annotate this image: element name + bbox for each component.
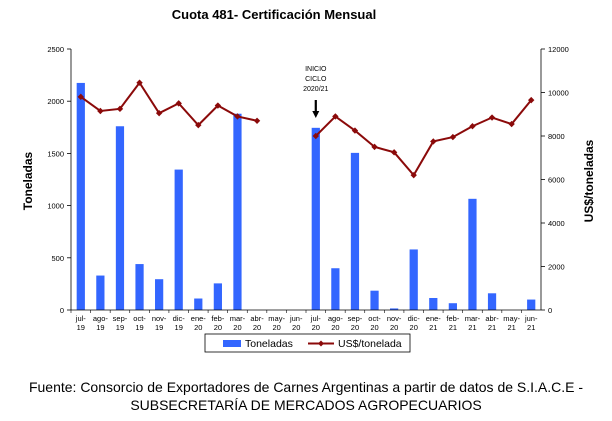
- price-point: [116, 105, 124, 113]
- source-line-2: SUBSECRETARÍA DE MERCADOS AGROPECUARIOS: [130, 397, 482, 413]
- bar: [409, 249, 418, 310]
- bar: [390, 308, 399, 310]
- y-left-tick-label: 2000: [47, 97, 64, 106]
- y-left-tick-label: 500: [51, 254, 64, 263]
- legend-swatch-marker: [318, 340, 324, 347]
- price-point: [77, 93, 84, 101]
- bar: [194, 298, 203, 310]
- x-tick-label: may-20: [268, 314, 285, 332]
- bar: [115, 126, 125, 310]
- x-tick-label: ago-19: [93, 314, 109, 332]
- y-left-tick-label: 1000: [47, 202, 64, 211]
- legend: Toneladas US$/tonelada: [204, 333, 411, 353]
- legend-swatch-toneladas: [223, 340, 241, 347]
- x-tick-label: jul-20: [310, 314, 322, 332]
- y-right-tick-label: 10000: [548, 89, 569, 98]
- x-tick-label: feb-21: [446, 314, 459, 332]
- y-left-tick-label: 2500: [47, 45, 64, 54]
- y-right-tick-label: 12000: [548, 45, 569, 54]
- x-tick-label: sep-20: [348, 314, 363, 332]
- bar: [487, 293, 497, 310]
- price-point: [488, 114, 496, 121]
- cycle-start-annotation: INICIO CICLO 2020/21: [303, 66, 328, 93]
- x-tick-label: nov-20: [387, 314, 402, 332]
- bar: [448, 303, 457, 310]
- bar: [331, 268, 340, 310]
- x-tick-label: oct-19: [133, 314, 146, 332]
- bar: [527, 299, 536, 310]
- x-tick-label: dic-20: [408, 314, 421, 332]
- y-left-tick-label: 0: [60, 306, 64, 315]
- price-point: [351, 127, 359, 134]
- x-tick-label: nov-19: [152, 314, 167, 332]
- price-point: [469, 123, 476, 130]
- bar: [311, 127, 320, 311]
- chart: Cuota 481- Certificación Mensual 0 500 100…: [21, 7, 596, 353]
- annotation-arrow-head: [312, 111, 320, 118]
- y-axis-left-label: Toneladas: [21, 151, 35, 210]
- price-point: [175, 100, 182, 107]
- y-right-tick-label: 8000: [548, 132, 565, 141]
- x-tick-label: abr-21: [485, 314, 499, 332]
- bar: [155, 279, 164, 310]
- price-point: [332, 113, 339, 120]
- x-tick-label: jul-19: [75, 314, 87, 332]
- source-line-1: Fuente: Consorcio de Exportadores de Car…: [28, 379, 584, 395]
- legend-box: [204, 333, 411, 353]
- bar: [96, 275, 105, 310]
- x-tick-label: ago-20: [328, 314, 344, 332]
- x-tick-label: jun-21: [524, 314, 538, 332]
- price-point: [410, 171, 417, 179]
- y-right-tick-label: 0: [548, 306, 552, 315]
- bar: [213, 283, 222, 310]
- x-tick-label: may-21: [503, 314, 520, 332]
- x-tick-label: oct-20: [368, 314, 381, 332]
- price-point: [312, 132, 319, 140]
- price-point: [449, 133, 457, 141]
- x-tick-label: mar-20: [230, 314, 246, 332]
- bar: [174, 169, 183, 310]
- price-point: [97, 107, 104, 115]
- x-tick-label: ene-20: [191, 314, 207, 332]
- y-right-tick-label: 6000: [548, 176, 565, 185]
- price-point: [234, 113, 241, 120]
- price-point: [214, 102, 222, 109]
- price-point: [371, 143, 378, 151]
- price-line: [80, 80, 258, 127]
- bar: [135, 264, 144, 310]
- bar: [468, 198, 477, 310]
- bar: [76, 82, 85, 311]
- x-tick-label: mar-21: [465, 314, 481, 332]
- price-point: [195, 121, 202, 129]
- bar: [370, 290, 379, 310]
- price-point: [253, 117, 261, 124]
- y-right-tick-label: 4000: [548, 219, 565, 228]
- bar: [350, 152, 360, 310]
- price-point: [136, 79, 143, 86]
- price-line: [315, 99, 532, 177]
- x-tick-label: ene-21: [426, 314, 442, 332]
- price-point: [508, 120, 515, 128]
- x-tick-label: feb-20: [211, 314, 224, 332]
- bar: [233, 113, 242, 310]
- price-point: [390, 149, 398, 156]
- price-point: [155, 109, 163, 117]
- bar: [429, 297, 438, 310]
- chart-title: Cuota 481- Certificación Mensual: [172, 7, 376, 22]
- y-axis-right-label: US$/toneladas: [582, 139, 596, 222]
- x-tick-label: jun-20: [289, 314, 303, 332]
- x-tick-label: dic-19: [173, 314, 186, 332]
- x-tick-label: abr-20: [250, 314, 264, 332]
- legend-label-toneladas: Toneladas: [245, 338, 293, 350]
- legend-label-price: US$/tonelada: [338, 338, 402, 350]
- price-point: [528, 96, 535, 104]
- x-tick-label: sep-19: [113, 314, 128, 332]
- y-left-tick-label: 1500: [47, 149, 64, 158]
- price-point: [430, 138, 437, 145]
- y-right-tick-label: 2000: [548, 263, 565, 272]
